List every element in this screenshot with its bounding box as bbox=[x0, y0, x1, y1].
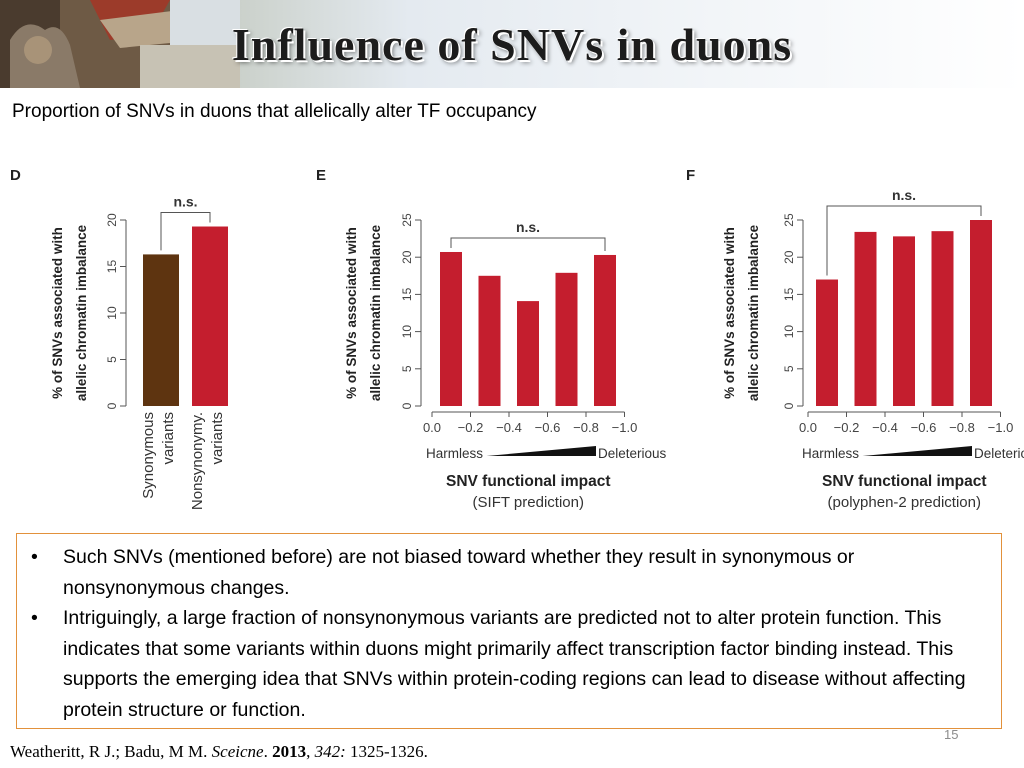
bar bbox=[931, 231, 954, 406]
y-tick-label: 0 bbox=[782, 402, 796, 409]
citation-separator: , bbox=[306, 742, 315, 761]
y-axis-label: % of SNVs associated with bbox=[344, 227, 359, 399]
slide-subtitle: Proportion of SNVs in duons that allelic… bbox=[12, 101, 537, 122]
y-tick-label: 5 bbox=[105, 356, 119, 363]
bullet-glyph: • bbox=[31, 607, 38, 629]
x-tick-label: −1.0 bbox=[612, 420, 638, 435]
bar bbox=[440, 251, 462, 406]
significance-label: n.s. bbox=[516, 219, 540, 235]
impact-gradient-wedge bbox=[862, 446, 972, 456]
panel-label: E bbox=[316, 167, 326, 184]
bar bbox=[478, 275, 501, 406]
x-tick-label: −0.8 bbox=[949, 420, 975, 435]
significance-label: n.s. bbox=[173, 194, 197, 210]
bullet-glyph: • bbox=[31, 546, 38, 568]
y-tick-label: 20 bbox=[105, 213, 119, 227]
bar bbox=[594, 254, 616, 406]
bar bbox=[854, 231, 877, 406]
x-tick-label: −0.8 bbox=[573, 420, 599, 435]
y-tick-label: 10 bbox=[400, 325, 414, 339]
bullet-item: • Such SNVs (mentioned before) are not bi… bbox=[27, 542, 991, 603]
scale-harmless-label: Harmless bbox=[802, 446, 859, 461]
citation-separator: . bbox=[263, 742, 273, 761]
x-axis-subtitle: (polyphen-2 prediction) bbox=[828, 494, 981, 511]
x-axis-title: SNV functional impact bbox=[822, 473, 987, 490]
y-axis-label: allelic chromatin imbalance bbox=[746, 224, 761, 401]
x-category-label: Synonymous bbox=[140, 412, 157, 499]
y-tick-label: 15 bbox=[400, 287, 414, 301]
x-tick-label: −0.4 bbox=[496, 420, 522, 435]
y-tick-label: 20 bbox=[400, 250, 414, 264]
y-axis-label: allelic chromatin imbalance bbox=[74, 224, 89, 401]
y-tick-label: 0 bbox=[400, 402, 414, 409]
y-tick-label: 0 bbox=[105, 402, 119, 409]
bar bbox=[192, 226, 228, 406]
y-tick-label: 15 bbox=[105, 260, 119, 274]
y-tick-label: 20 bbox=[782, 250, 796, 264]
significance-bracket bbox=[450, 237, 606, 251]
bar bbox=[893, 236, 915, 406]
significance-bracket bbox=[160, 212, 211, 251]
x-tick-label: 0.0 bbox=[799, 420, 817, 435]
bullet-item: • Intriguingly, a large fraction of nonsy… bbox=[27, 603, 991, 725]
y-axis-label: % of SNVs associated with bbox=[50, 227, 65, 399]
bar bbox=[517, 301, 539, 406]
panel-label: F bbox=[686, 167, 695, 184]
citation-pages: 1325-1326. bbox=[345, 742, 428, 761]
bar bbox=[970, 220, 992, 406]
x-category-label: variants bbox=[209, 412, 226, 465]
x-tick-label: −0.4 bbox=[872, 420, 898, 435]
x-tick-label: −0.2 bbox=[458, 420, 484, 435]
significance-label: n.s. bbox=[892, 187, 916, 203]
y-tick-label: 10 bbox=[782, 325, 796, 339]
slide-title: Influence of SNVs in duons bbox=[231, 19, 793, 70]
x-tick-label: −0.6 bbox=[535, 420, 561, 435]
header-decoration-image bbox=[0, 0, 240, 88]
citation-year: 2013 bbox=[272, 742, 307, 761]
scale-deleterious-label: Deleterious bbox=[974, 446, 1024, 461]
header-banner: Influence of SNVs in duons bbox=[0, 0, 1024, 88]
x-category-label: Nonsynonymy. bbox=[189, 412, 206, 510]
bullet-text: Such SNVs (mentioned before) are not bia… bbox=[63, 546, 855, 599]
citation-authors: Weatheritt, R J.; Badu, M M. bbox=[10, 742, 212, 761]
charts-figure: D 0 5 10 15 20 % of SNVs associated with alleli… bbox=[10, 167, 1024, 511]
y-tick-label: 25 bbox=[782, 213, 796, 227]
x-tick-label: −0.6 bbox=[911, 420, 937, 435]
citation: Weatheritt, R J.; Badu, M M. Sceicne. 20… bbox=[10, 742, 428, 762]
y-tick-label: 5 bbox=[400, 365, 414, 372]
y-axis-label: allelic chromatin imbalance bbox=[368, 224, 383, 401]
y-tick-label: 15 bbox=[782, 287, 796, 301]
bullet-text: Intriguingly, a large fraction of nonsyn… bbox=[63, 607, 966, 721]
y-tick-label: 10 bbox=[105, 306, 119, 320]
x-tick-label: −1.0 bbox=[988, 420, 1014, 435]
panel-label: D bbox=[10, 167, 21, 184]
x-axis-title: SNV functional impact bbox=[446, 473, 611, 490]
bullet-list: • Such SNVs (mentioned before) are not bi… bbox=[27, 542, 991, 725]
citation-volume: 342: bbox=[314, 742, 346, 761]
y-tick-label: 25 bbox=[400, 213, 414, 227]
impact-gradient-wedge bbox=[486, 446, 596, 456]
scale-deleterious-label: Deleterious bbox=[598, 446, 667, 461]
bar bbox=[143, 254, 179, 406]
x-tick-label: −0.2 bbox=[834, 420, 860, 435]
bar bbox=[816, 279, 838, 406]
x-tick-label: 0.0 bbox=[423, 420, 441, 435]
summary-textbox: • Such SNVs (mentioned before) are not bi… bbox=[16, 533, 1002, 729]
y-tick-label: 5 bbox=[782, 365, 796, 372]
y-axis-label: % of SNVs associated with bbox=[722, 227, 737, 399]
x-axis-subtitle: (SIFT prediction) bbox=[473, 494, 584, 511]
scale-harmless-label: Harmless bbox=[426, 446, 483, 461]
significance-bracket bbox=[826, 205, 982, 276]
citation-journal: Sceicne bbox=[211, 742, 264, 761]
bar bbox=[555, 272, 578, 406]
page-number: 15 bbox=[944, 727, 959, 742]
x-category-label: variants bbox=[160, 412, 177, 465]
